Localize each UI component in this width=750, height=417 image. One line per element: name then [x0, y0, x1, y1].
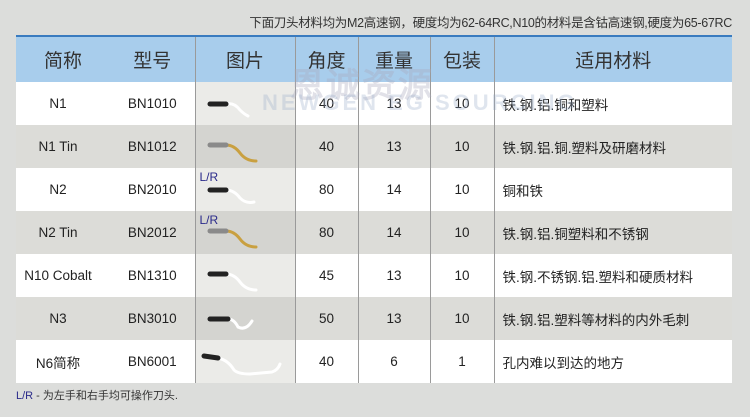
header-angle: 角度: [294, 37, 358, 82]
cell-name: N1 Tin: [16, 125, 110, 168]
cell-material: 铁.钢.铝.塑料等材料的内外毛刺: [493, 297, 732, 340]
header-name: 简称: [16, 37, 110, 82]
cell-picture: L/R: [194, 211, 295, 254]
cell-weight: 13: [357, 297, 430, 340]
table-row: N1 BN1010 40 13 10 铁.钢.铝.铜和塑料: [16, 82, 732, 125]
cell-pack: 10: [429, 297, 494, 340]
header-pack: 包装: [429, 37, 494, 82]
table-header: 简称 型号 图片 角度 重量 包装 适用材料: [16, 37, 732, 82]
cell-weight: 14: [357, 211, 430, 254]
cell-material: 铁.钢.铝.铜和塑料: [493, 82, 732, 125]
blade-tip: [202, 354, 282, 376]
cell-angle: 40: [294, 82, 358, 125]
cell-picture: L/R: [194, 168, 295, 211]
cell-material: 铜和铁: [493, 168, 732, 211]
cell-material: 铁.钢.铝.铜塑料和不锈钢: [493, 211, 732, 254]
table-row: N2 BN2010 L/R 80 14 10 铜和铁: [16, 168, 732, 211]
cell-material: 铁.钢.不锈钢.铝.塑料和硬质材料: [493, 254, 732, 297]
cell-pack: 10: [429, 211, 494, 254]
cell-angle: 40: [294, 340, 358, 383]
header-picture: 图片: [194, 37, 295, 82]
cell-weight: 13: [357, 82, 430, 125]
cell-model: BN1012: [110, 125, 195, 168]
blade-tip: [208, 143, 258, 163]
cell-name: N10 Cobalt: [16, 254, 110, 297]
cell-weight: 13: [357, 125, 430, 168]
deburring-blade-image: [207, 228, 258, 249]
cell-angle: 50: [294, 297, 358, 340]
cell-weight: 6: [357, 340, 430, 383]
cell-name: N2 Tin: [16, 211, 110, 254]
blade-shank: [201, 353, 221, 361]
table-row: N3 BN3010 50 13 10 铁.钢.铝.塑料等材料的内外毛刺: [16, 297, 732, 340]
deburring-blade-image: [207, 316, 254, 330]
deburring-blade-image: [207, 142, 258, 163]
header-model: 型号: [110, 37, 195, 82]
cell-model: BN1010: [110, 82, 195, 125]
cell-pack: 10: [429, 254, 494, 297]
blade-tip: [208, 188, 256, 204]
cell-name: N1: [16, 82, 110, 125]
deburring-blade-image: [201, 353, 282, 376]
cell-picture: [194, 297, 295, 340]
table-row: N6简称 BN6001 40 6 1 孔内难以到达的地方: [16, 340, 732, 383]
material-note: 下面刀头材料均为M2高速钢，硬度均为62-64RC,N10的材料是含钴高速钢,硬…: [249, 16, 732, 30]
deburring-blade-image: [207, 271, 258, 292]
cell-weight: 14: [357, 168, 430, 211]
cell-model: BN6001: [110, 340, 195, 383]
footer-text: - 为左手和右手均可操作刀头.: [33, 390, 178, 402]
cell-angle: 40: [294, 125, 358, 168]
cell-material: 铁.钢.铝.铜.塑料及研磨材料: [493, 125, 732, 168]
deburring-blade-image: [207, 101, 250, 118]
blade-tip: [208, 272, 258, 292]
cell-model: BN2010: [110, 168, 195, 211]
cell-picture: [194, 82, 295, 125]
cell-angle: 80: [294, 168, 358, 211]
deburring-blade-image: [207, 187, 256, 204]
table-row: N1 Tin BN1012 40 13 10 铁.钢.铝.铜.塑料及研磨材料: [16, 125, 732, 168]
blade-tip: [208, 102, 250, 118]
cell-pack: 10: [429, 168, 494, 211]
product-table: 简称 型号 图片 角度 重量 包装 适用材料 N1 BN1010 40 13 1…: [16, 37, 732, 383]
cell-material: 孔内难以到达的地方: [493, 340, 732, 383]
footer-key: L/R: [16, 390, 34, 402]
blade-tip: [208, 229, 258, 249]
cell-pack: 10: [429, 125, 494, 168]
divider: [16, 35, 732, 37]
cell-picture: [194, 125, 295, 168]
footer-note: L/R - 为左手和右手均可操作刀头.: [16, 387, 178, 403]
cell-weight: 13: [357, 254, 430, 297]
cell-picture: [194, 340, 295, 383]
cell-pack: 1: [429, 340, 494, 383]
lr-label: L/R: [199, 213, 219, 227]
table-row: N10 Cobalt BN1310 45 13 10 铁.钢.不锈钢.铝.塑料和…: [16, 254, 732, 297]
cell-angle: 80: [294, 211, 358, 254]
cell-angle: 45: [294, 254, 358, 297]
lr-label: L/R: [199, 170, 219, 184]
cell-name: N3: [16, 297, 110, 340]
cell-model: BN2012: [110, 211, 195, 254]
cell-model: BN1310: [110, 254, 195, 297]
header-weight: 重量: [357, 37, 430, 82]
cell-pack: 10: [429, 82, 494, 125]
cell-name: N6简称: [16, 340, 110, 383]
cell-name: N2: [16, 168, 110, 211]
cell-picture: [194, 254, 295, 297]
table-row: N2 Tin BN2012 L/R 80 14 10 铁.钢.铝.铜塑料和不锈钢: [16, 211, 732, 254]
cell-model: BN3010: [110, 297, 195, 340]
header-material: 适用材料: [493, 37, 732, 82]
